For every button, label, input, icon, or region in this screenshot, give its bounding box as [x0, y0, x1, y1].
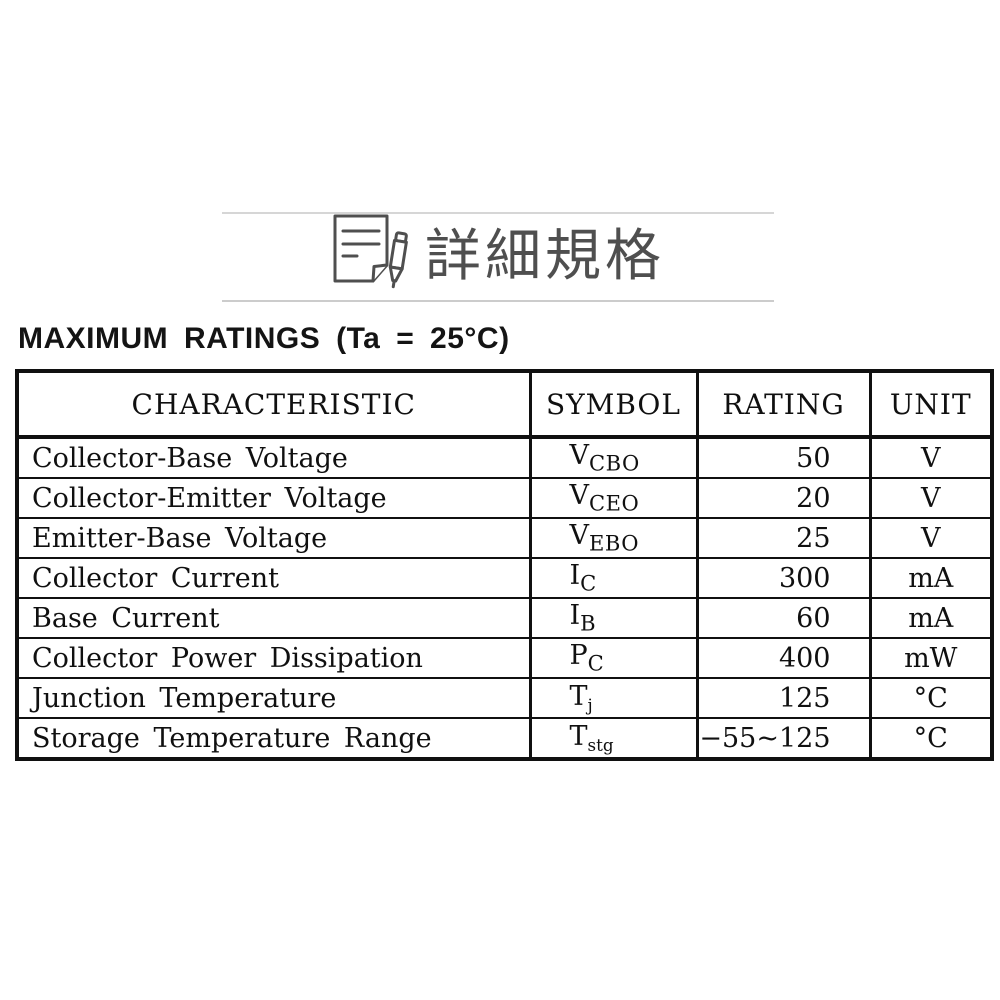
- table-row: Base Current IB 60 mA: [15, 597, 994, 639]
- title-banner-content: 詳細規格: [331, 213, 665, 301]
- symbol-cell: IC: [528, 557, 699, 599]
- unit-cell: mA: [868, 597, 994, 639]
- unit-cell: mA: [868, 557, 994, 599]
- symbol-subscript: j: [587, 694, 593, 715]
- characteristic-cell: Storage Temperature Range: [15, 717, 532, 760]
- section-heading: MAXIMUM RATINGS (Ta = 25°C): [18, 322, 510, 355]
- rating-cell: 20: [695, 477, 872, 519]
- symbol-cell: PC: [528, 637, 699, 679]
- characteristic-cell: Junction Temperature: [15, 677, 532, 719]
- symbol-subscript: EBO: [589, 530, 639, 556]
- header-characteristic: CHARACTERISTIC: [15, 370, 532, 439]
- symbol-base: I: [569, 560, 581, 592]
- symbol-subscript: C: [580, 570, 597, 596]
- header-symbol: SYMBOL: [528, 370, 699, 439]
- unit-cell: °C: [868, 717, 994, 760]
- table-header-row: CHARACTERISTIC SYMBOL RATING UNIT: [15, 370, 994, 439]
- unit-cell: °C: [868, 677, 994, 719]
- symbol-cell: VEBO: [528, 517, 699, 559]
- rating-cell: 300: [695, 557, 872, 599]
- unit-cell: V: [868, 517, 994, 559]
- table-row: Collector-Emitter Voltage VCEO 20 V: [15, 477, 994, 519]
- rating-cell: −55~125: [695, 717, 872, 760]
- rating-cell: 50: [695, 436, 872, 479]
- table-row: Emitter-Base Voltage VEBO 25 V: [15, 517, 994, 559]
- symbol-cell: Tj: [528, 677, 699, 719]
- symbol-cell: Tstg: [528, 717, 699, 760]
- unit-cell: V: [868, 436, 994, 479]
- characteristic-cell: Emitter-Base Voltage: [15, 517, 532, 559]
- table-row: Collector Current IC 300 mA: [15, 557, 994, 599]
- symbol-base: V: [569, 520, 590, 552]
- rating-cell: 25: [695, 517, 872, 559]
- characteristic-cell: Collector-Base Voltage: [15, 436, 532, 479]
- rating-cell: 125: [695, 677, 872, 719]
- maximum-ratings-table: CHARACTERISTIC SYMBOL RATING UNIT Collec…: [15, 369, 994, 761]
- page-title: 詳細規格: [425, 224, 665, 289]
- rating-cell: 400: [695, 637, 872, 679]
- symbol-subscript: B: [580, 610, 597, 636]
- table-row: Junction Temperature Tj 125 °C: [15, 677, 994, 719]
- characteristic-cell: Collector Current: [15, 557, 532, 599]
- symbol-base: T: [569, 681, 588, 713]
- rating-cell: 60: [695, 597, 872, 639]
- header-rating: RATING: [695, 370, 872, 439]
- table-row: Storage Temperature Range Tstg −55~125 °…: [15, 717, 994, 760]
- header-unit: UNIT: [868, 370, 994, 439]
- unit-cell: V: [868, 477, 994, 519]
- symbol-cell: VCBO: [528, 436, 699, 479]
- symbol-cell: IB: [528, 597, 699, 639]
- symbol-cell: VCEO: [528, 477, 699, 519]
- symbol-subscript: CBO: [589, 450, 640, 476]
- unit-cell: mW: [868, 637, 994, 679]
- title-banner: 詳細規格: [222, 212, 774, 302]
- symbol-subscript: stg: [587, 734, 614, 755]
- characteristic-cell: Collector-Emitter Voltage: [15, 477, 532, 519]
- characteristic-cell: Base Current: [15, 597, 532, 639]
- symbol-base: T: [569, 721, 588, 753]
- table-row: Collector-Base Voltage VCBO 50 V: [15, 436, 994, 479]
- symbol-base: V: [569, 440, 590, 472]
- symbol-subscript: CEO: [589, 490, 640, 516]
- table-row: Collector Power Dissipation PC 400 mW: [15, 637, 994, 679]
- symbol-base: I: [569, 600, 581, 632]
- symbol-base: P: [569, 640, 588, 672]
- characteristic-cell: Collector Power Dissipation: [15, 637, 532, 679]
- document-pen-icon: [333, 214, 408, 289]
- symbol-base: V: [569, 480, 590, 512]
- symbol-subscript: C: [587, 650, 605, 676]
